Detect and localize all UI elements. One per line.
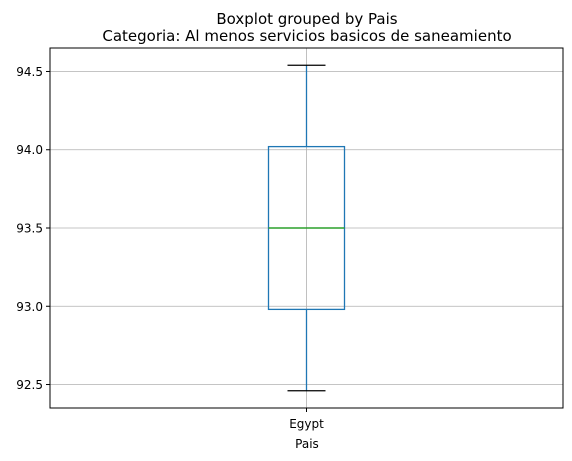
y-tick-label: 94.0 (16, 143, 43, 157)
plot-area: 92.5 93.0 93.5 94.0 94.5 Egypt (16, 47, 564, 431)
x-axis: Egypt (289, 408, 324, 431)
chart-subtitle: Categoria: Al menos servicios basicos de… (102, 27, 511, 45)
y-tick-label: 93.5 (16, 222, 43, 236)
x-tick-label: Egypt (289, 417, 324, 431)
y-tick-label: 92.5 (16, 378, 43, 392)
chart-title: Boxplot grouped by Pais (216, 10, 397, 28)
box-egypt (267, 64, 346, 392)
y-tick-label: 93.0 (16, 300, 43, 314)
y-axis: 92.5 93.0 93.5 94.0 94.5 (16, 65, 50, 392)
x-axis-label: Pais (295, 437, 319, 451)
boxes (267, 64, 346, 392)
y-tick-label: 94.5 (16, 65, 43, 79)
